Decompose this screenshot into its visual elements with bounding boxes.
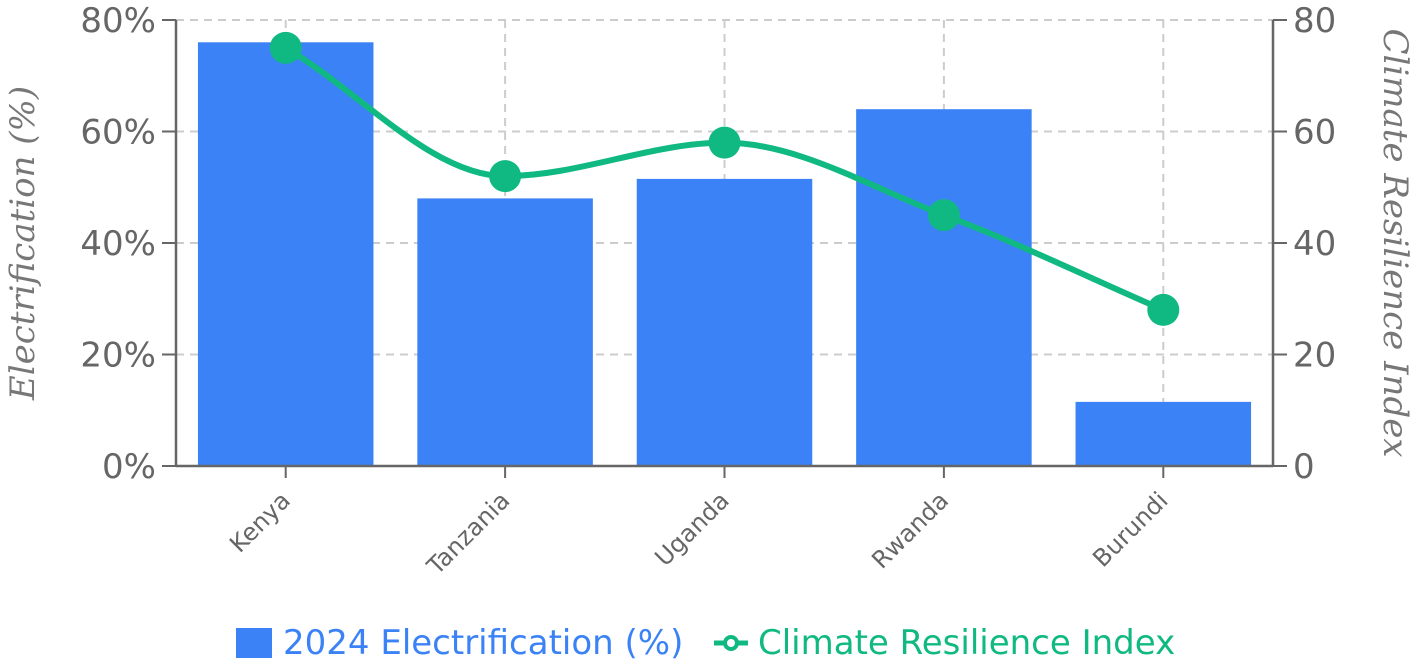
bar-series: [197, 42, 1252, 467]
y-left-tick-label-1: 20%: [80, 336, 156, 376]
y-right-tick-label-0: 0: [1293, 447, 1315, 487]
y-axis-right-title: Climate Resilience Index: [1375, 28, 1415, 457]
resilience-point-rwanda[interactable]: [927, 199, 960, 232]
x-tick-label-tanzania: Tanzania: [421, 486, 515, 580]
resilience-point-kenya[interactable]: [269, 31, 302, 64]
legend: 2024 Electrification (%) Climate Resilie…: [236, 623, 1175, 663]
y-left-tick-label-4: 80%: [80, 1, 156, 41]
y-axis-left-title: Electrification (%): [3, 86, 43, 401]
legend-swatch-bar: [236, 628, 272, 658]
y-right-tick-label-1: 20: [1293, 336, 1336, 376]
bar-uganda[interactable]: [636, 178, 813, 466]
legend-label-resilience: Climate Resilience Index: [758, 623, 1175, 663]
bar-burundi[interactable]: [1075, 401, 1252, 466]
legend-label-electrification: 2024 Electrification (%): [283, 623, 683, 663]
y-left-tick-label-0: 0%: [102, 447, 156, 487]
y-left-tick-label-2: 40%: [80, 224, 156, 264]
legend-item-electrification[interactable]: 2024 Electrification (%): [236, 623, 683, 663]
resilience-point-tanzania[interactable]: [489, 160, 522, 193]
legend-swatch-marker: [723, 635, 739, 651]
bar-tanzania[interactable]: [417, 198, 593, 466]
x-tick-label-kenya: Kenya: [224, 486, 296, 558]
legend-item-resilience[interactable]: Climate Resilience Index: [714, 623, 1175, 663]
resilience-point-burundi[interactable]: [1147, 293, 1180, 326]
y-right-tick-label-2: 40: [1293, 224, 1336, 264]
line-series: [269, 31, 1180, 326]
bar-rwanda[interactable]: [856, 109, 1032, 466]
x-tick-label-rwanda: Rwanda: [866, 486, 954, 574]
y-left-tick-label-3: 60%: [80, 113, 156, 153]
bar-kenya[interactable]: [197, 42, 374, 467]
x-tick-label-uganda: Uganda: [649, 486, 734, 571]
y-right-tick-label-3: 60: [1293, 113, 1336, 153]
resilience-point-uganda[interactable]: [708, 126, 741, 159]
x-tick-label-burundi: Burundi: [1087, 486, 1173, 572]
y-right-tick-label-4: 80: [1293, 1, 1336, 41]
